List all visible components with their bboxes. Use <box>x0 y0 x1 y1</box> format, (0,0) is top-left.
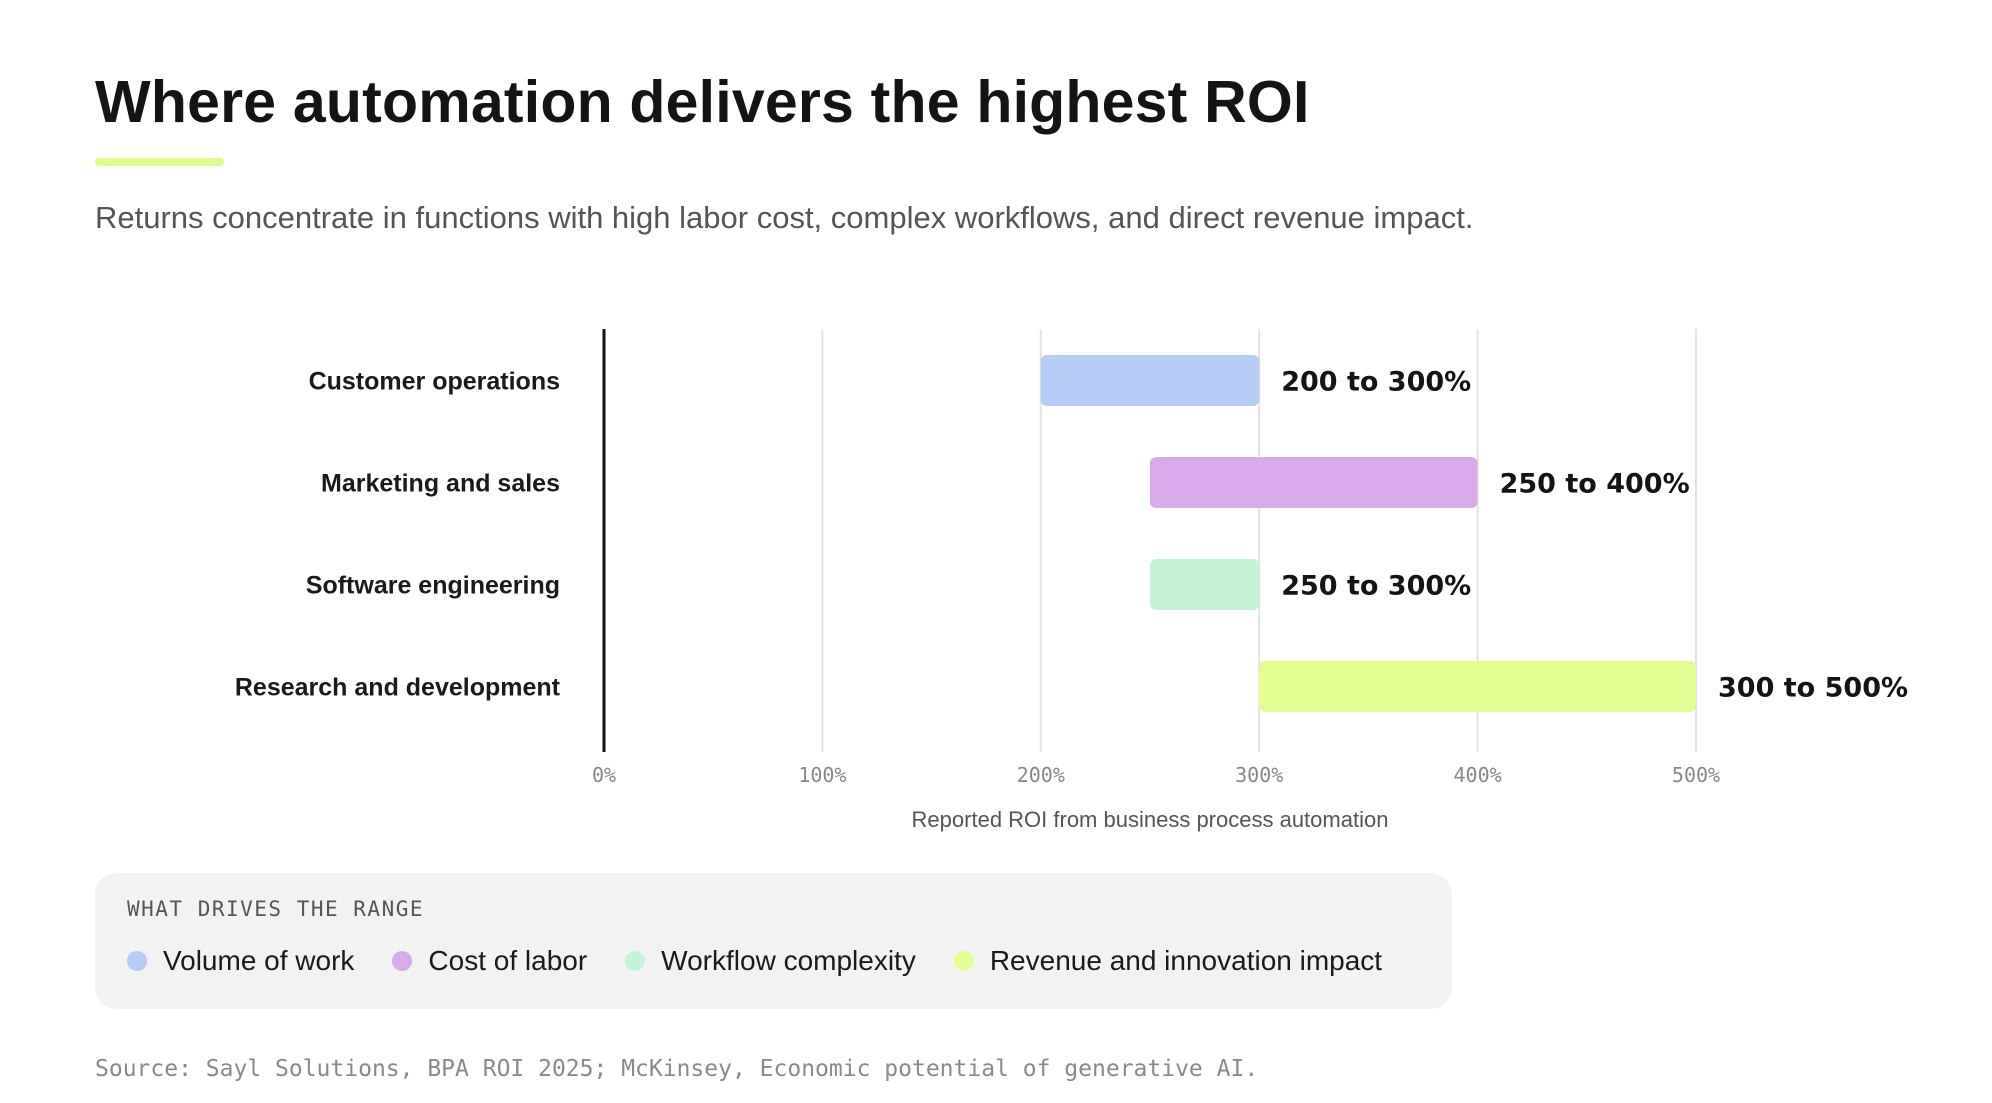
legend-item-labor-cost: Cost of labor <box>392 945 587 977</box>
legend-dot-icon <box>392 951 413 971</box>
x-tick-labels: 0% 100% 200% 300% 400% 500% <box>592 763 1720 787</box>
range-bar <box>1259 661 1696 712</box>
legend-items: Volume of work Cost of labor Workflow co… <box>127 945 1382 977</box>
range-bar <box>1040 355 1260 406</box>
value-label: 250 to 300% <box>1281 571 1471 602</box>
legend-item-revenue: Revenue and innovation impact <box>953 945 1383 977</box>
x-tick-label: 400% <box>1454 763 1502 787</box>
range-bars <box>1040 355 1696 712</box>
range-bar <box>1150 559 1260 610</box>
x-axis-title: Reported ROI from business process autom… <box>912 807 1389 832</box>
legend-item-label: Cost of labor <box>428 945 588 976</box>
value-label: 300 to 500% <box>1718 673 1908 704</box>
legend-item-label: Volume of work <box>163 945 355 976</box>
value-label: 200 to 300% <box>1281 367 1471 398</box>
x-tick-label: 100% <box>798 763 846 787</box>
legend-title: WHAT DRIVES THE RANGE <box>127 897 425 921</box>
value-labels: 200 to 300% 250 to 400% 250 to 300% 300 to … <box>1281 367 1908 704</box>
title-accent-bar <box>95 158 224 166</box>
legend-dot-icon <box>625 951 646 971</box>
category-label: Research and development <box>235 674 561 702</box>
category-label: Marketing and sales <box>321 470 560 498</box>
legend-item-label: Workflow complexity <box>661 945 916 976</box>
chart-subtitle: Returns concentrate in functions with hi… <box>95 200 1474 235</box>
category-label: Software engineering <box>306 572 560 600</box>
category-labels: Customer operations Marketing and sales So… <box>235 368 561 702</box>
legend-item-workflow: Workflow complexity <box>625 945 916 977</box>
range-bar <box>1150 457 1478 508</box>
value-label: 250 to 400% <box>1500 469 1690 500</box>
legend-item-label: Revenue and innovation impact <box>989 945 1383 976</box>
x-tick-label: 200% <box>1017 763 1065 787</box>
x-tick-label: 300% <box>1235 763 1283 787</box>
category-label: Customer operations <box>309 368 560 396</box>
legend-item-volume: Volume of work <box>127 945 354 977</box>
legend-panel: WHAT DRIVES THE RANGE Volume of work Cos… <box>95 873 1452 1009</box>
legend-dot-icon <box>953 951 974 971</box>
chart-title: Where automation delivers the highest RO… <box>95 69 1310 135</box>
x-tick-label: 500% <box>1672 763 1720 787</box>
x-tick-label: 0% <box>592 763 616 787</box>
source-note: Source: Sayl Solutions, BPA ROI 2025; Mc… <box>95 1056 1259 1082</box>
legend-dot-icon <box>127 951 147 971</box>
